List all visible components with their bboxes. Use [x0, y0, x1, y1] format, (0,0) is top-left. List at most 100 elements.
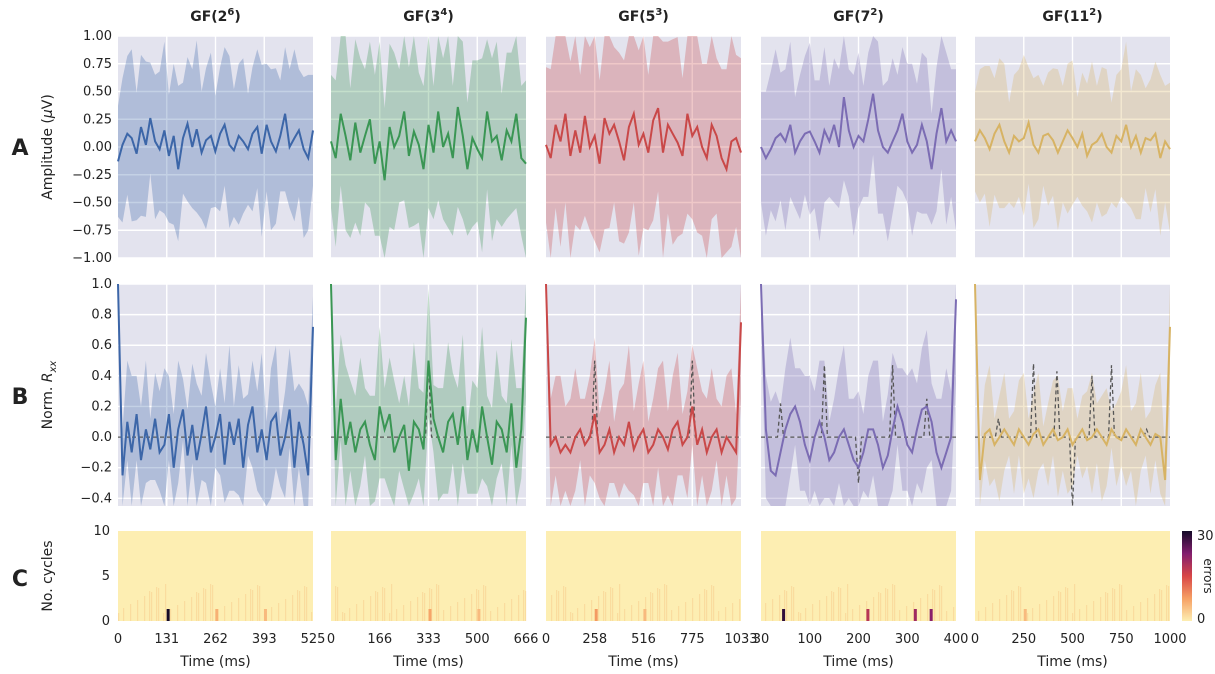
- heatmap-cell: [565, 587, 567, 621]
- heatmap-cell: [205, 589, 207, 621]
- heatmap-cell: [652, 593, 654, 621]
- y-tick-label: 0.8: [91, 308, 112, 323]
- heatmap-cell: [511, 599, 513, 621]
- y-tick-label: −0.75: [72, 223, 112, 238]
- heatmap-cell: [203, 588, 205, 621]
- x-tick-label: 750: [1109, 632, 1134, 647]
- heatmap-cell: [556, 590, 558, 621]
- confidence-band: [546, 36, 741, 258]
- heatmap-cell: [1107, 593, 1109, 621]
- heatmap-cell: [1112, 588, 1114, 621]
- heatmap-cell: [1159, 589, 1161, 621]
- heatmap-cell: [1168, 586, 1170, 621]
- heatmap-cell: [1020, 587, 1022, 621]
- y-tick-label: −0.4: [80, 491, 112, 506]
- heatmap-cell: [558, 591, 560, 621]
- column-title: GF(34): [403, 7, 454, 25]
- heatmap-cell: [873, 597, 875, 621]
- heatmap-cell: [342, 612, 344, 621]
- heatmap-cell: [840, 588, 842, 621]
- heatmap-cell: [798, 612, 800, 621]
- heatmap-cell: [819, 600, 821, 621]
- heatmap-cell: [678, 606, 680, 621]
- heatmap-area: [546, 531, 741, 621]
- heatmap-hotspot: [1023, 609, 1027, 621]
- x-tick-label: 300: [895, 632, 920, 647]
- heatmap-cell: [363, 600, 365, 621]
- heatmap-cell: [311, 612, 313, 621]
- heatmap-cell: [163, 613, 165, 621]
- heatmap-cell: [297, 590, 299, 621]
- heatmap-cell: [389, 613, 391, 621]
- heatmap-cell: [551, 595, 553, 621]
- heatmap-cell: [939, 585, 941, 621]
- heatmap-cell: [946, 611, 948, 621]
- heatmap-cell: [932, 589, 934, 621]
- heatmap-cell: [196, 592, 198, 621]
- heatmap-cell: [525, 591, 527, 621]
- heatmap-cell: [934, 590, 936, 621]
- x-tick-label: 250: [1011, 632, 1036, 647]
- heatmap-cell: [396, 609, 398, 621]
- heatmap-cell: [1100, 597, 1102, 621]
- heatmap-cell: [784, 590, 786, 621]
- heatmap-cell: [927, 594, 929, 621]
- heatmap-cell: [1121, 585, 1123, 621]
- panel-B-3: [545, 283, 742, 506]
- heatmap-cell: [497, 607, 499, 621]
- heatmap-cell: [429, 588, 431, 621]
- column-title: GF(72): [833, 7, 884, 25]
- heatmap-cell: [149, 591, 151, 621]
- x-axis-label: Time (ms): [607, 654, 679, 670]
- heatmap-cell: [772, 599, 774, 621]
- panel-C-5: 0 250 500 750 1000 Time (ms): [971, 531, 1187, 670]
- heatmap-cell: [476, 589, 478, 621]
- heatmap-area: [975, 531, 1170, 621]
- heatmap-cell: [779, 595, 781, 621]
- heatmap-cell: [739, 599, 741, 621]
- heatmap-cell: [605, 592, 607, 621]
- heatmap-cell: [624, 609, 626, 621]
- reference-line: [761, 365, 956, 484]
- y-tick-label: 0.6: [91, 338, 112, 353]
- heatmap-cell: [1032, 608, 1034, 621]
- heatmap-cell: [885, 588, 887, 621]
- heatmap-hotspot: [929, 609, 933, 621]
- heatmap-cell: [259, 586, 261, 621]
- heatmap-cell: [391, 584, 393, 621]
- heatmap-cell: [845, 613, 847, 621]
- colorbar-tick: 30: [1197, 529, 1214, 544]
- heatmap-hotspot: [866, 609, 870, 621]
- heatmap-cell: [612, 588, 614, 621]
- heatmap-cell: [704, 589, 706, 621]
- heatmap-hotspot: [782, 609, 786, 621]
- heatmap-cell: [1013, 591, 1015, 621]
- heatmap-cell: [570, 612, 572, 621]
- heatmap-cell: [165, 584, 167, 621]
- heatmap-cell: [1046, 600, 1048, 621]
- panel-A-1: 1.00 0.75 0.50 0.25 0.00 −0.25 −0.50 −0.75 −1.00: [72, 29, 314, 266]
- heatmap-hotspot: [913, 609, 917, 621]
- heatmap-cell: [370, 596, 372, 621]
- colorbar: 30 0 errors: [1182, 529, 1215, 627]
- heatmap-cell: [337, 587, 339, 621]
- heatmap-cell: [523, 590, 525, 621]
- x-axis-label: Time (ms): [392, 654, 464, 670]
- heatmap-cell: [800, 613, 802, 621]
- column-title: GF(53): [618, 7, 669, 25]
- heatmap-cell: [410, 601, 412, 621]
- heatmap-cell: [417, 597, 419, 621]
- colorbar-scale: [1182, 531, 1192, 621]
- heatmap-cell: [603, 591, 605, 621]
- mean-line: [545, 283, 742, 457]
- heatmap-cell: [292, 595, 294, 621]
- heatmap-cell: [617, 613, 619, 621]
- heatmap-cell: [431, 589, 433, 621]
- heatmap-cell: [978, 611, 980, 621]
- heatmap-cell: [156, 587, 158, 621]
- heatmap-hotspot: [166, 609, 170, 621]
- heatmap-cell: [664, 584, 666, 621]
- heatmap-cell: [847, 584, 849, 621]
- heatmap-cell: [485, 586, 487, 621]
